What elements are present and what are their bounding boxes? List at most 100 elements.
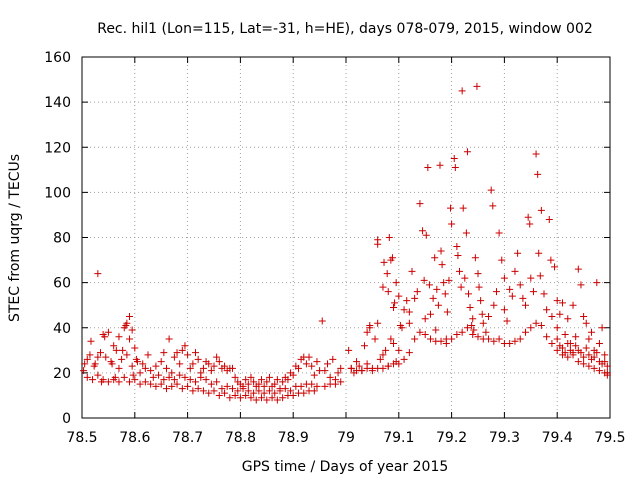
data-point: [255, 380, 263, 388]
data-point: [492, 288, 500, 296]
data-point: [553, 324, 561, 332]
data-point: [115, 378, 123, 386]
data-point: [144, 351, 152, 359]
data-point: [585, 351, 593, 359]
data-point: [192, 349, 200, 357]
data-point: [107, 358, 115, 366]
data-point: [395, 346, 403, 354]
data-point: [123, 351, 131, 359]
data-point: [585, 362, 593, 370]
data-point: [157, 358, 165, 366]
data-point: [447, 204, 455, 212]
data-point: [564, 315, 572, 323]
data-point: [242, 376, 250, 384]
data-point: [176, 371, 184, 379]
data-point: [403, 297, 411, 305]
data-point: [242, 391, 250, 399]
data-point: [205, 360, 213, 368]
data-point: [400, 306, 408, 314]
chart-title: Rec. hil1 (Lon=115, Lat=-31, h=HE), days…: [97, 21, 593, 37]
data-point: [380, 258, 388, 266]
data-point: [463, 324, 471, 332]
data-point: [590, 364, 598, 372]
data-point: [582, 344, 590, 352]
data-point: [139, 360, 147, 368]
data-point: [80, 367, 88, 375]
data-point: [353, 358, 361, 366]
data-point: [438, 261, 446, 269]
data-point: [489, 202, 497, 210]
data-point: [308, 362, 316, 370]
data-point: [141, 378, 149, 386]
data-point: [162, 364, 170, 372]
data-point: [529, 288, 537, 296]
data-point: [189, 360, 197, 368]
data-point: [263, 378, 271, 386]
data-point: [405, 308, 413, 316]
data-point: [469, 331, 477, 339]
data-point: [136, 380, 144, 388]
y-tick-label: 140: [44, 95, 71, 111]
data-point: [128, 326, 136, 334]
data-point: [131, 376, 139, 384]
data-point: [516, 281, 524, 289]
data-point: [431, 254, 439, 262]
data-point: [170, 353, 178, 361]
data-point: [358, 367, 366, 375]
data-point: [379, 283, 387, 291]
data-point: [577, 349, 585, 357]
data-point: [473, 82, 481, 90]
data-point: [181, 373, 189, 381]
data-point: [416, 200, 424, 208]
data-point: [276, 385, 284, 393]
data-point: [120, 324, 128, 332]
data-point: [374, 319, 382, 327]
data-point: [537, 321, 545, 329]
data-point: [569, 301, 577, 309]
x-axis-ticks: 78.5 78.6 78.7 78.8 78.9 79 79.1 79.2 79.3 79.4 79…: [66, 57, 626, 446]
data-point: [194, 385, 202, 393]
data-point: [522, 301, 530, 309]
data-point: [173, 380, 181, 388]
data-point: [324, 360, 332, 368]
data-point: [495, 229, 503, 237]
data-point: [580, 353, 588, 361]
data-point: [572, 333, 580, 341]
data-point: [265, 387, 273, 395]
data-point: [527, 274, 535, 282]
data-point: [545, 215, 553, 223]
data-point: [102, 353, 110, 361]
data-point: [321, 382, 329, 390]
data-point: [247, 373, 255, 381]
data-point: [593, 349, 601, 357]
data-point: [548, 340, 556, 348]
data-point: [368, 367, 376, 375]
data-point: [551, 263, 559, 271]
data-point: [585, 335, 593, 343]
data-point: [99, 331, 107, 339]
data-point: [199, 387, 207, 395]
data-point: [543, 306, 551, 314]
data-point: [165, 335, 173, 343]
y-axis-ticks: 0 20 40 60 80 100 120 140 160: [44, 50, 610, 427]
data-point: [432, 326, 440, 334]
data-point: [382, 346, 390, 354]
data-point: [474, 333, 482, 341]
data-point: [498, 256, 506, 264]
data-point: [569, 351, 577, 359]
data-point: [374, 240, 382, 248]
data-point: [215, 391, 223, 399]
data-point: [398, 324, 406, 332]
data-point: [371, 335, 379, 343]
data-point: [395, 360, 403, 368]
data-point: [168, 369, 176, 377]
x-tick-label: 79: [337, 430, 355, 446]
data-point: [228, 385, 236, 393]
data-point: [213, 378, 221, 386]
y-tick-label: 20: [53, 366, 71, 382]
data-point: [503, 317, 511, 325]
data-point: [131, 344, 139, 352]
x-tick-label: 79.2: [436, 430, 467, 446]
data-point: [334, 369, 342, 377]
data-point: [110, 342, 118, 350]
